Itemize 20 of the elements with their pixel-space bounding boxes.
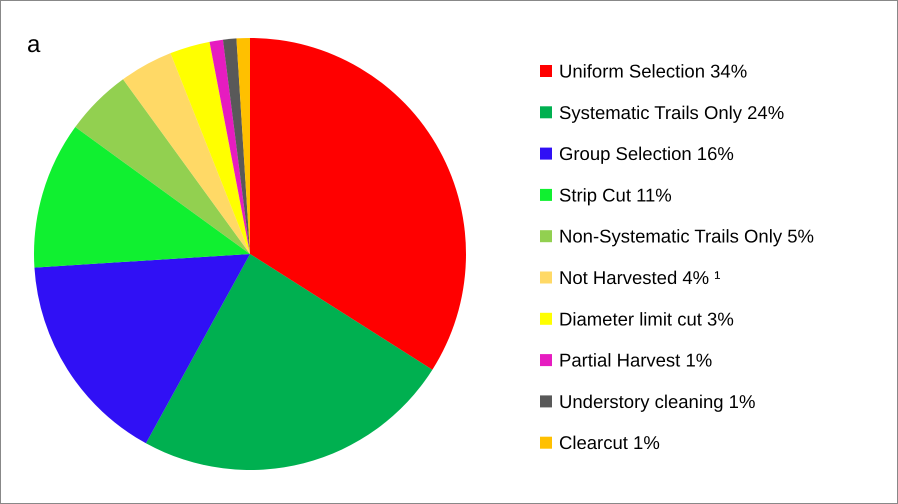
pie-slice [34, 254, 250, 444]
pie-slice [123, 53, 250, 254]
legend-label: Group Selection 16% [559, 143, 734, 164]
pie-slice [250, 38, 466, 370]
legend-label: Understory cleaning 1% [559, 390, 756, 412]
legend-label: Not Harvested 4% ¹ [559, 266, 720, 288]
legend-label: Partial Harvest 1% [559, 350, 712, 371]
legend-label: Clearcut 1% [559, 432, 660, 454]
legend-label: Systematic Trails Only 24% [559, 102, 784, 123]
pie-slice [170, 42, 250, 254]
pie-slice [222, 38, 250, 254]
pie-slice [146, 254, 432, 470]
text: a [27, 31, 41, 58]
legend-label: Non-Systematic Trails Only 5% [559, 226, 814, 247]
pie-slice [75, 79, 250, 254]
pie-slice [210, 40, 250, 254]
legend-label: Uniform Selection 34% [559, 60, 748, 82]
legend-label: Strip Cut 11% [559, 184, 672, 206]
legend-label: Diameter limit cut 3% [559, 308, 734, 330]
pie-slice [34, 127, 250, 268]
